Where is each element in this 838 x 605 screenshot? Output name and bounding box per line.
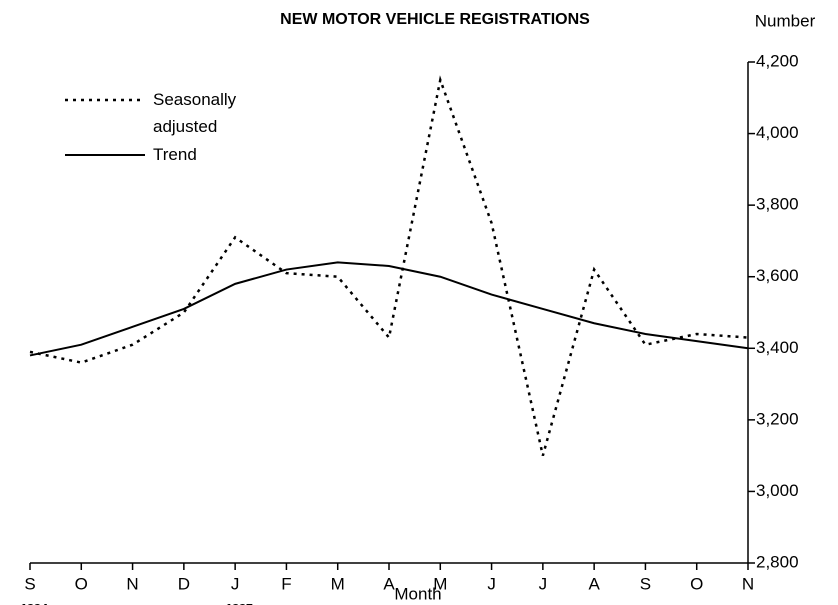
x-tick-label: N [742, 574, 754, 593]
year-label: 1994 [20, 601, 48, 605]
x-tick-label: F [281, 574, 291, 593]
y-tick-label: 4,000 [756, 123, 799, 142]
x-tick-label: M [433, 574, 447, 593]
legend-label: Trend [153, 145, 197, 164]
x-tick-label: A [383, 574, 395, 593]
x-tick-label: J [231, 574, 240, 593]
year-label: 1995 [225, 601, 253, 605]
x-tick-label: S [24, 574, 35, 593]
series-line [29, 75, 749, 456]
x-tick-label: J [539, 574, 548, 593]
y-tick-label: 3,400 [756, 338, 799, 357]
y-tick-label: 3,200 [756, 409, 799, 428]
x-axis-label: Month [394, 584, 441, 603]
x-tick-label: O [690, 574, 703, 593]
legend-label: Seasonally adjusted [153, 90, 237, 136]
x-tick-label: J [487, 574, 496, 593]
x-tick-label: M [331, 574, 345, 593]
y-tick-label: 4,200 [756, 51, 799, 70]
y-tick-label: 2,800 [756, 552, 799, 571]
x-tick-label: A [588, 574, 600, 593]
x-tick-label: S [640, 574, 651, 593]
series-line [29, 261, 749, 357]
y-tick-label: 3,800 [756, 195, 799, 214]
x-tick-label: O [75, 574, 88, 593]
y-tick-label: 3,600 [756, 266, 799, 285]
chart-title: NEW MOTOR VEHICLE REGISTRATIONS [280, 11, 590, 28]
y-tick-label: 3,000 [756, 481, 799, 500]
y-axis-label: Number [755, 11, 816, 30]
x-tick-label: D [178, 574, 190, 593]
x-tick-label: N [126, 574, 138, 593]
